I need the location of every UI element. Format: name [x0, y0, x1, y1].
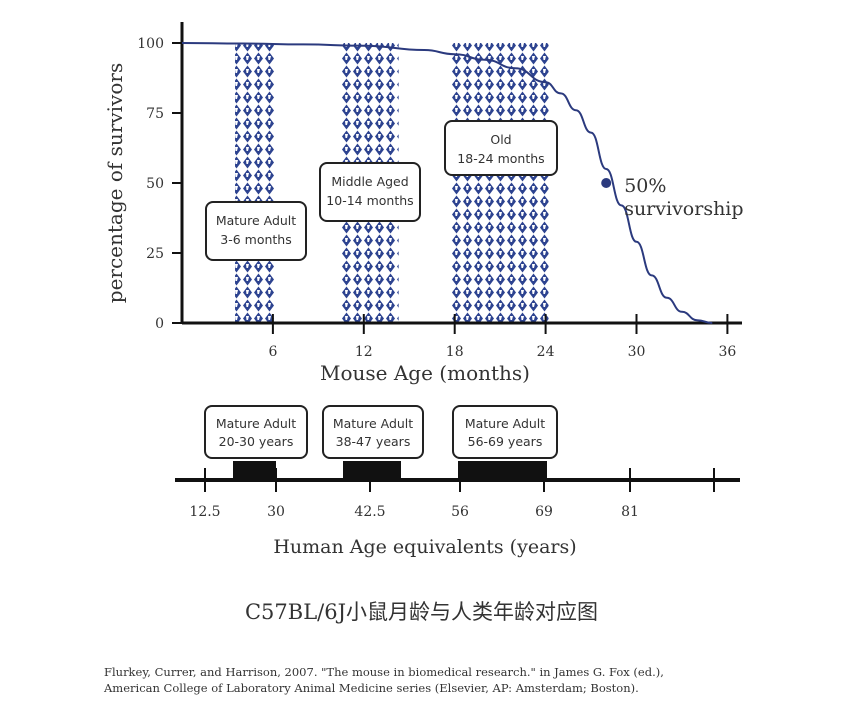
human-tick-label: 30 [267, 504, 285, 520]
human-band-title: Mature Adult [465, 416, 545, 431]
x-tick-label: 18 [446, 344, 464, 360]
human-band-range: 56-69 years [468, 434, 543, 449]
x-tick-label: 6 [268, 344, 277, 360]
y-axis-label: percentage of survivors [103, 63, 127, 303]
citation-line-1: Flurkey, Currer, and Harrison, 2007. "Th… [104, 665, 664, 679]
survival-curve [181, 42, 713, 324]
band-label-range: 3-6 months [220, 232, 291, 247]
human-tick-label: 81 [621, 504, 639, 520]
human-age-axis-label: Human Age equivalents (years) [273, 536, 576, 558]
x-tick-label: 12 [355, 344, 373, 360]
human-band-range: 38-47 years [336, 434, 411, 449]
human-age-bars [233, 461, 547, 480]
band-label-title: Middle Aged [331, 174, 408, 189]
human-band-range: 20-30 years [219, 434, 294, 449]
band-label-range: 10-14 months [326, 193, 413, 208]
y-tick-label: 75 [146, 106, 164, 122]
x-axis-label: Mouse Age (months) [320, 361, 530, 385]
human-band-box [452, 405, 558, 459]
human-band-box [322, 405, 424, 459]
human-band-box [204, 405, 308, 459]
human-tick-label: 12.5 [189, 504, 220, 520]
age-band-0 [235, 43, 276, 323]
band-label-range: 18-24 months [457, 151, 544, 166]
human-tick-label: 42.5 [354, 504, 385, 520]
x-tick-label: 24 [537, 344, 555, 360]
survivorship-label: survivorship [624, 198, 743, 220]
human-age-ticks: 12.5 30 42.5 56 69 81 [189, 468, 715, 520]
y-tick-label: 100 [137, 36, 164, 52]
human-band-title: Mature Adult [333, 416, 413, 431]
age-band-2 [451, 43, 549, 323]
band-label-box [319, 162, 421, 222]
x-tick-label: 36 [718, 344, 736, 360]
band-label-box [444, 120, 558, 176]
x-ticks: 6 12 18 24 30 36 [268, 314, 736, 360]
band-label-title: Old [490, 132, 511, 147]
band-label-box [205, 201, 307, 261]
y-tick-label: 50 [146, 176, 164, 192]
band-label-title: Mature Adult [216, 213, 296, 228]
band-labels: Mature Adult 3-6 months Middle Aged 10-14 m… [205, 120, 558, 261]
fifty-percent-label: 50% [624, 175, 666, 197]
y-ticks: 0 25 50 75 100 [137, 36, 182, 332]
human-age-bar-1 [343, 461, 401, 480]
human-age-bar-2 [458, 461, 547, 480]
human-age-band-labels: Mature Adult 20-30 years Mature Adult 38-47… [204, 405, 558, 459]
figure-caption: C57BL/6J小鼠月龄与人类年龄对应图 [244, 600, 599, 624]
human-tick-label: 56 [451, 504, 469, 520]
human-age-bar-0 [233, 461, 276, 480]
y-tick-label: 25 [146, 246, 164, 262]
human-tick-label: 69 [535, 504, 553, 520]
y-tick-label: 0 [155, 316, 164, 332]
human-band-title: Mature Adult [216, 416, 296, 431]
x-tick-label: 30 [628, 344, 646, 360]
citation-line-2: American College of Laboratory Animal Me… [104, 681, 639, 695]
fifty-percent-marker [601, 178, 612, 188]
citation: Flurkey, Currer, and Harrison, 2007. "Th… [104, 664, 824, 696]
